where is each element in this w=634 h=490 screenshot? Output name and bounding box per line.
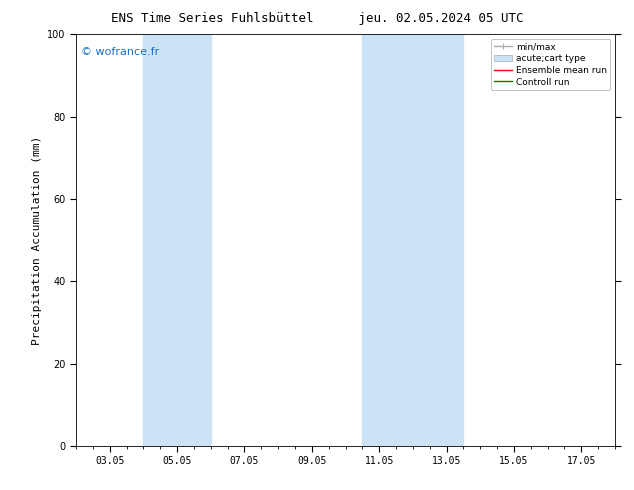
Bar xyxy=(363,34,463,446)
Y-axis label: Precipitation Accumulation (mm): Precipitation Accumulation (mm) xyxy=(32,135,42,345)
Text: ENS Time Series Fuhlsbüttel      jeu. 02.05.2024 05 UTC: ENS Time Series Fuhlsbüttel jeu. 02.05.2… xyxy=(111,12,523,25)
Text: © wofrance.fr: © wofrance.fr xyxy=(81,47,160,57)
Legend: min/max, acute;cart type, Ensemble mean run, Controll run: min/max, acute;cart type, Ensemble mean … xyxy=(491,39,611,90)
Bar xyxy=(143,34,210,446)
